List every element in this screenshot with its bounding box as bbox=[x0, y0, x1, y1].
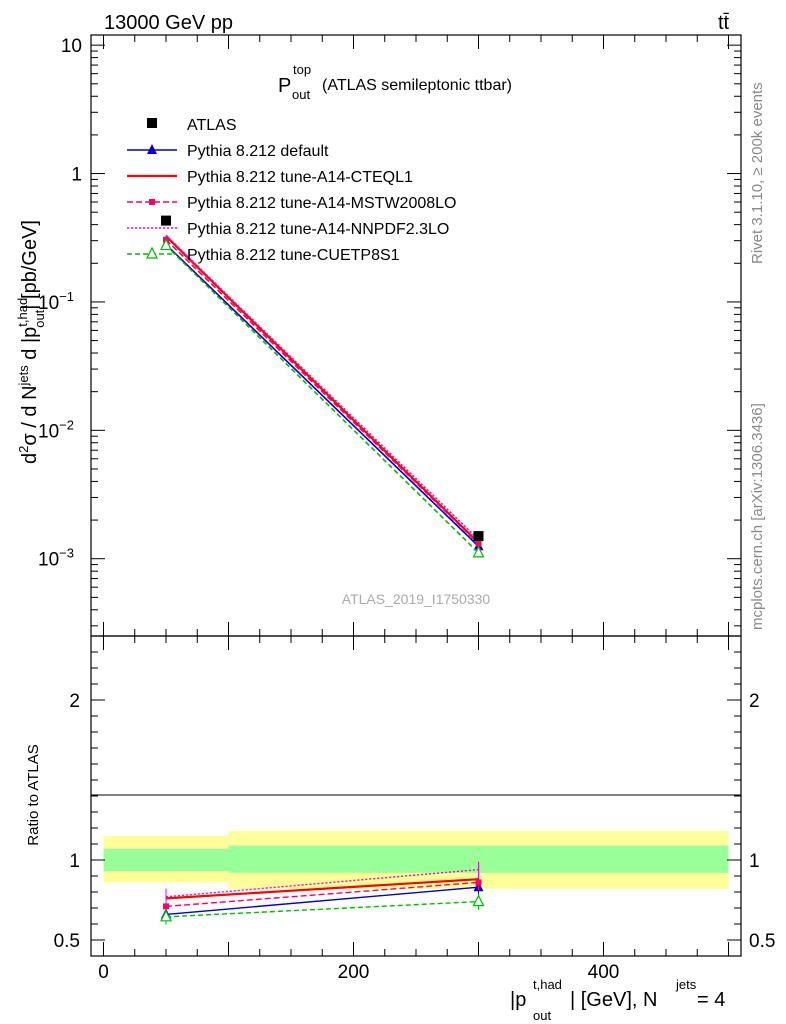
ratio-series-point bbox=[472, 894, 485, 907]
main-series bbox=[160, 234, 485, 558]
main-y-axis-label-text: d2σ / d Njets d |pt,had out| [pb/GeV] bbox=[15, 220, 47, 464]
main-series-point bbox=[160, 238, 172, 251]
ratio-series-point bbox=[160, 909, 172, 922]
legend-label: Pythia 8.212 tune-CUETP8S1 bbox=[187, 247, 400, 264]
title-main: P bbox=[278, 75, 291, 97]
main-series-line bbox=[165, 239, 480, 545]
legend: ATLAS Pythia 8.212 default Pythia 8.212 t… bbox=[127, 117, 456, 264]
energy-label: 13000 GeV pp bbox=[104, 12, 233, 34]
ratio-series-line bbox=[165, 886, 479, 916]
title-sub: out bbox=[292, 87, 310, 102]
legend-atlas-label: ATLAS bbox=[187, 117, 237, 134]
x-label-sub: out bbox=[533, 1008, 551, 1023]
main-y-axis-label: d2σ / d Njets d |pt,had out| [pb/GeV] bbox=[15, 220, 47, 464]
x-label-sup: t,had bbox=[533, 977, 562, 992]
plot-title: P top out (ATLAS semileptonic ttbar) bbox=[278, 62, 512, 102]
ratio-y-ticks: 0.5 0.5 1 1 2 2 bbox=[54, 651, 775, 952]
ratio-y-tick-label-right: 1 bbox=[749, 851, 760, 872]
x-label-sup2: jets bbox=[675, 977, 697, 992]
x-label-post: = 4 bbox=[697, 989, 725, 1011]
ratio-bands bbox=[103, 831, 729, 889]
legend-label: Pythia 8.212 tune-A14-MSTW2008LO bbox=[187, 195, 456, 212]
ratio-panel: 0.5 0.5 1 1 2 2 0 200 400 Ratio to ATLAS |p t,h… bbox=[25, 635, 775, 1023]
ratio-x-tick-label: 200 bbox=[338, 962, 370, 983]
mcplots-label: mcplots.cern.ch [arXiv:1306.3436] bbox=[749, 403, 766, 630]
main-series-point bbox=[472, 545, 485, 558]
x-label-pre: |p bbox=[510, 989, 526, 1011]
ratio-y-tick-label: 2 bbox=[69, 691, 80, 712]
legend-label: Pythia 8.212 tune-A14-NNPDF2.3LO bbox=[187, 221, 449, 238]
legend-marker bbox=[147, 144, 157, 154]
main-series-line bbox=[165, 234, 480, 541]
legend-label: Pythia 8.212 default bbox=[187, 143, 329, 160]
main-series-line bbox=[165, 243, 480, 547]
ratio-series-line bbox=[165, 878, 479, 900]
ratio-x-tick-label: 0 bbox=[98, 962, 109, 983]
main-y-tick-label: 1 bbox=[71, 165, 82, 186]
legend-marker bbox=[146, 246, 158, 259]
ratio-series-line bbox=[165, 881, 479, 908]
main-series-line bbox=[165, 244, 480, 554]
legend-series: Pythia 8.212 default Pythia 8.212 tune-A1… bbox=[127, 143, 456, 264]
ratio-y-tick-label-right: 2 bbox=[749, 691, 760, 712]
main-y-tick-label: 10−3 bbox=[38, 546, 74, 571]
main-y-tick-label: 10 bbox=[61, 36, 82, 57]
main-series-line bbox=[165, 235, 480, 544]
analysis-watermark: ATLAS_2019_I1750330 bbox=[342, 591, 491, 607]
title-rest: (ATLAS semileptonic ttbar) bbox=[322, 77, 512, 94]
main-y-tick-label: 10−1 bbox=[38, 289, 74, 314]
ratio-series bbox=[160, 861, 485, 925]
ratio-series-line bbox=[165, 868, 479, 898]
ratio-frame bbox=[90, 635, 742, 957]
ratio-x-ticks: 0 200 400 bbox=[98, 636, 729, 983]
ratio-y-tick-label: 0.5 bbox=[54, 931, 80, 952]
legend-atlas-marker bbox=[147, 118, 157, 128]
atlas-data-point bbox=[473, 531, 484, 542]
x-axis-label: |p t,had out | [GeV], N jets = 4 bbox=[510, 977, 725, 1023]
ratio-series-point bbox=[163, 903, 169, 910]
main-series-point bbox=[475, 540, 482, 547]
ratio-series-point bbox=[475, 879, 482, 886]
main-y-ticks: 10 1 10−1 10−2 10−3 bbox=[38, 36, 741, 627]
main-panel: 10 1 10−1 10−2 10−3 P top out (ATLAS semilep… bbox=[15, 34, 742, 637]
ratio-y-tick-label-right: 0.5 bbox=[749, 931, 775, 952]
legend-marker bbox=[149, 199, 155, 205]
legend-label: Pythia 8.212 tune-A14-CTEQL1 bbox=[187, 169, 413, 186]
rivet-version-label: Rivet 3.1.10, ≥ 200k events bbox=[749, 82, 766, 264]
x-label-mid: | [GeV], N bbox=[570, 989, 657, 1011]
title-sup: top bbox=[293, 62, 311, 77]
ratio-band-inner bbox=[103, 848, 229, 872]
main-y-tick-label: 10−2 bbox=[38, 417, 74, 442]
ratio-y-tick-label: 1 bbox=[69, 851, 80, 872]
main-x-ticks bbox=[103, 35, 729, 636]
process-label: tt̄ bbox=[718, 12, 730, 34]
ratio-x-tick-label: 400 bbox=[588, 962, 620, 983]
ratio-series-line bbox=[165, 900, 479, 918]
atlas-data-point bbox=[161, 215, 171, 226]
ratio-y-axis-label: Ratio to ATLAS bbox=[25, 744, 42, 845]
atlas-data bbox=[161, 215, 484, 542]
